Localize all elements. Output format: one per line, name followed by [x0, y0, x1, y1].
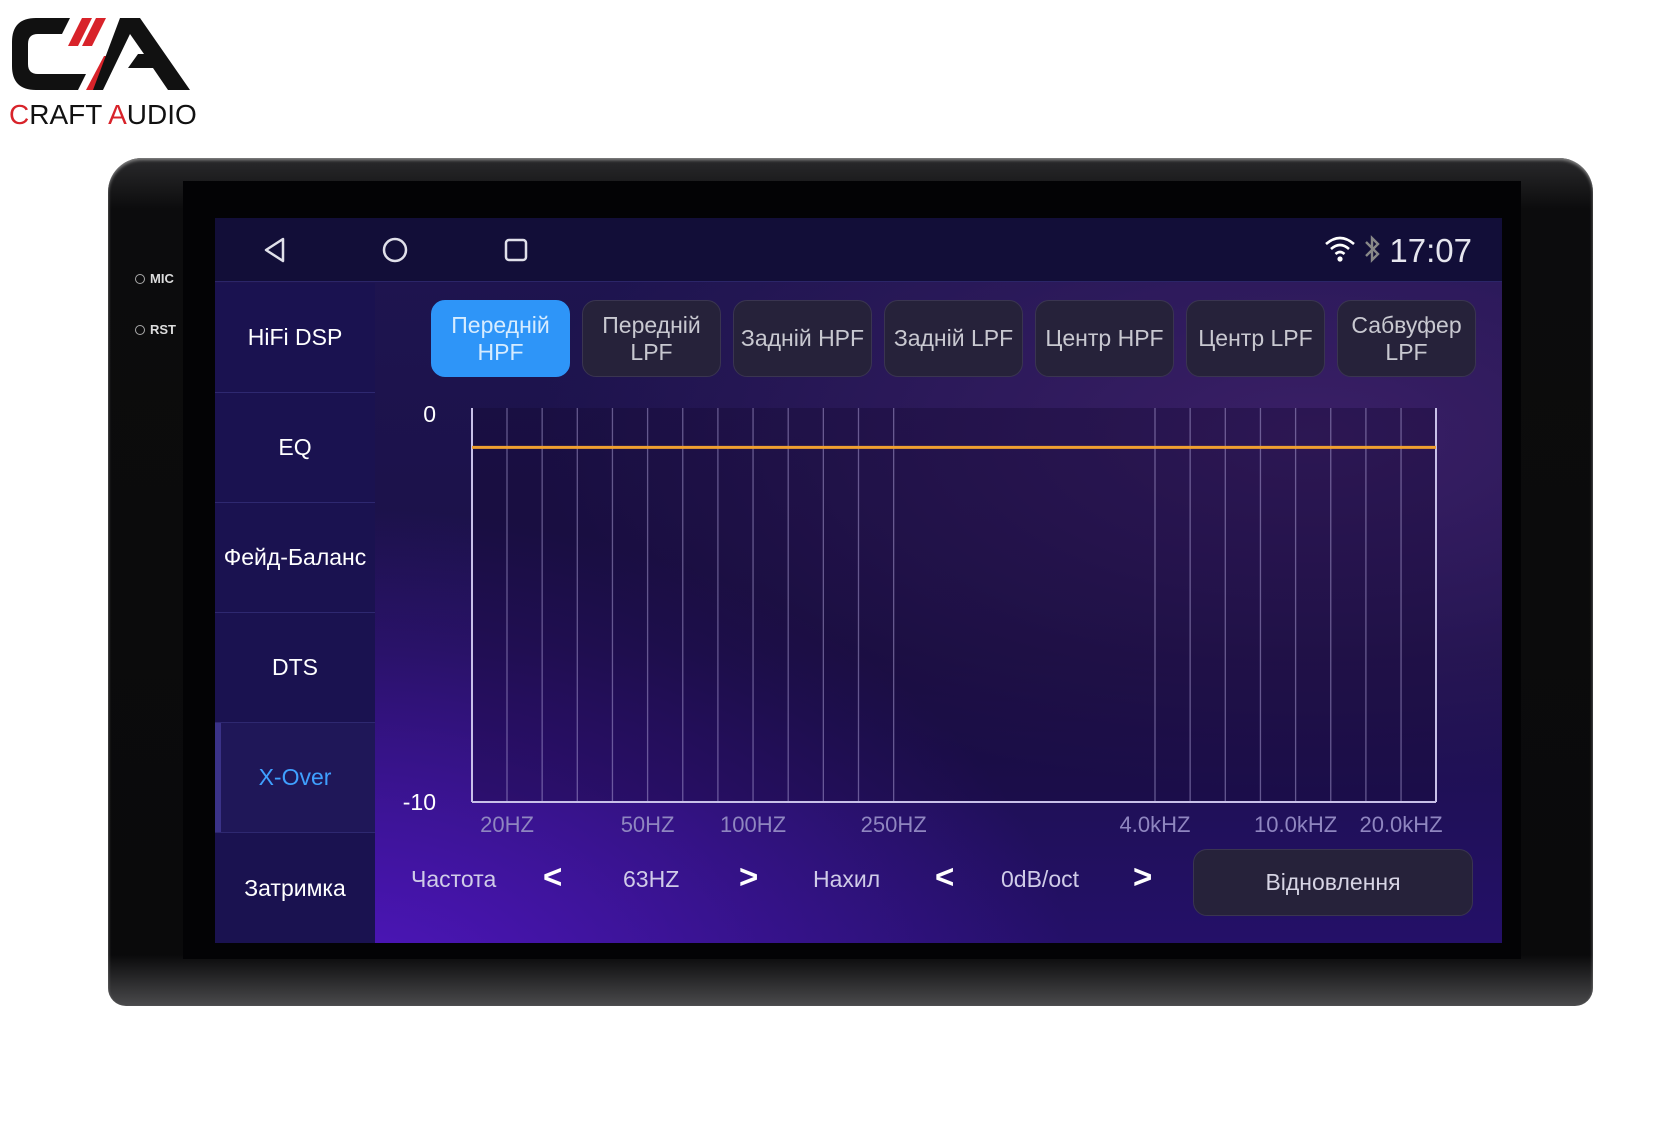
reset-hole-icon	[135, 324, 145, 335]
plot-area	[472, 408, 1436, 802]
frequency-decrease-button[interactable]: <	[543, 858, 563, 895]
tab-rear-lpf[interactable]: Задній LPF	[884, 300, 1023, 377]
recents-icon[interactable]	[502, 236, 530, 264]
tab-center-hpf[interactable]: Центр HPF	[1035, 300, 1174, 377]
y-tick-label-bottom: -10	[403, 789, 436, 815]
sidebar-item-eq[interactable]: EQ	[215, 393, 375, 503]
x-tick-label: 4.0kHZ	[1120, 812, 1191, 837]
y-tick-label-top: 0	[423, 401, 436, 427]
home-icon[interactable]	[381, 236, 409, 264]
wifi-icon	[1325, 236, 1355, 262]
frequency-label: Частота	[411, 866, 497, 892]
tab-rear-hpf[interactable]: Задній HPF	[733, 300, 872, 377]
x-tick-label: 250HZ	[861, 812, 927, 837]
rst-text: RST	[150, 322, 176, 337]
frequency-increase-button[interactable]: >	[739, 858, 759, 895]
mic-text: MIC	[150, 271, 174, 286]
bluetooth-icon	[1365, 235, 1380, 263]
sidebar-item-fade-balance[interactable]: Фейд-Баланс	[215, 503, 375, 613]
mic-label: MIC	[135, 271, 174, 286]
tab-center-lpf[interactable]: Центр LPF	[1186, 300, 1325, 377]
tab-subwoofer-lpf[interactable]: Сабвуфер LPF	[1337, 300, 1476, 377]
svg-text:CRAFT AUDIO: CRAFT AUDIO	[9, 99, 197, 130]
status-bar: 17:07	[215, 218, 1502, 282]
x-tick-label: 10.0kHZ	[1254, 812, 1337, 837]
slope-label: Нахил	[813, 866, 881, 892]
sidebar-item-hifi-dsp[interactable]: HiFi DSP	[215, 283, 375, 393]
frequency-value: 63HZ	[623, 866, 680, 892]
tab-front-hpf[interactable]: Передній HPF	[431, 300, 570, 377]
x-tick-label: 50HZ	[621, 812, 675, 837]
x-tick-label: 20.0kHZ	[1359, 812, 1442, 837]
sidebar: HiFi DSP EQ Фейд-Баланс DTS X-Over Затри…	[215, 283, 375, 943]
tab-front-lpf[interactable]: Передній LPF	[582, 300, 721, 377]
sidebar-item-dts[interactable]: DTS	[215, 613, 375, 723]
slope-increase-button[interactable]: >	[1133, 858, 1153, 895]
sidebar-item-x-over[interactable]: X-Over	[215, 723, 375, 833]
reset-button[interactable]: Відновлення	[1193, 849, 1473, 916]
screen: 17:07 HiFi DSP EQ Фейд-Баланс DTS X-Over…	[215, 218, 1502, 943]
craft-audio-logo: CRAFT AUDIO	[8, 12, 208, 137]
rst-button[interactable]: RST	[135, 322, 176, 337]
x-tick-label: 100HZ	[720, 812, 786, 837]
clock: 17:07	[1389, 232, 1472, 269]
slope-value: 0dB/oct	[1001, 866, 1079, 892]
slope-decrease-button[interactable]: <	[935, 858, 955, 895]
sidebar-item-delay[interactable]: Затримка	[244, 874, 346, 901]
x-tick-label: 20HZ	[480, 812, 534, 837]
back-icon[interactable]	[261, 236, 289, 264]
crossover-chart: 0 -10 20HZ 50HZ 100HZ 250HZ 4.0kHZ 10.0kHZ 20.…	[403, 401, 1443, 837]
mic-hole-icon	[135, 273, 145, 284]
